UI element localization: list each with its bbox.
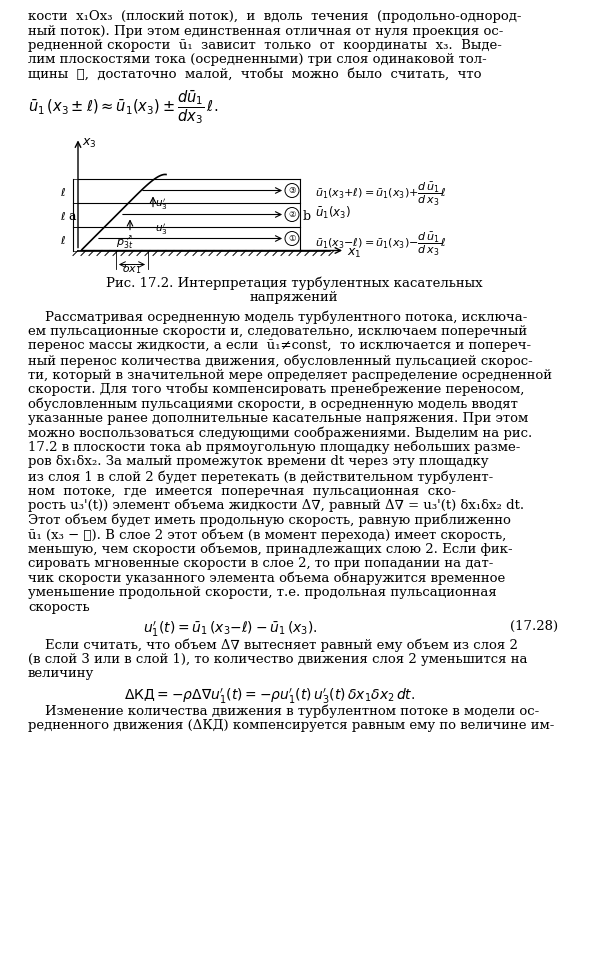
Text: Рис. 17.2. Интерпретация турбулентных касательных: Рис. 17.2. Интерпретация турбулентных ка… — [105, 277, 482, 290]
Circle shape — [285, 184, 299, 198]
Text: ном  потоке,  где  имеется  поперечная  пульсационная  ско-: ном потоке, где имеется поперечная пульс… — [28, 484, 456, 498]
Text: (в слой 3 или в слой 1), то количество движения слоя 2 уменьшится на: (в слой 3 или в слой 1), то количество д… — [28, 653, 528, 666]
Text: $p_{3t}^{\nearrow}$: $p_{3t}^{\nearrow}$ — [116, 234, 133, 251]
Text: ный перенос количества движения, обусловленный пульсацией скорос-: ный перенос количества движения, обуслов… — [28, 354, 532, 367]
Text: Если считать, что объем Δ∇ вытесняет равный ему объем из слоя 2: Если считать, что объем Δ∇ вытесняет рав… — [28, 638, 518, 652]
Text: лим плоскостями тока (осредненными) три слоя одинаковой тол-: лим плоскостями тока (осредненными) три … — [28, 54, 487, 66]
Text: 17.2 в плоскости тока ab прямоугольную площадку небольших разме-: 17.2 в плоскости тока ab прямоугольную п… — [28, 441, 520, 455]
Text: напряжений: напряжений — [250, 291, 338, 305]
Text: щины  ℓ,  достаточно  малой,  чтобы  можно  было  считать,  что: щины ℓ, достаточно малой, чтобы можно бы… — [28, 68, 481, 81]
Text: ти, который в значительной мере определяет распределение осредненной: ти, который в значительной мере определя… — [28, 368, 552, 382]
Text: Изменение количества движения в турбулентном потоке в модели ос-: Изменение количества движения в турбулен… — [28, 704, 540, 718]
Text: указанные ранее дополнительные касательные напряжения. При этом: указанные ранее дополнительные касательн… — [28, 412, 528, 425]
Text: рость u₃'(t)) элемент объема жидкости Δ∇, равный Δ∇ = u₃'(t) δx₁δx₂ dt.: рость u₃'(t)) элемент объема жидкости Δ∇… — [28, 499, 524, 512]
Text: ②: ② — [288, 210, 296, 219]
Text: $x_1$: $x_1$ — [347, 247, 362, 259]
Text: из слоя 1 в слой 2 будет перетекать (в действительном турбулент-: из слоя 1 в слой 2 будет перетекать (в д… — [28, 470, 493, 483]
Text: редненной скорости  ū₁  зависит  только  от  координаты  x₃.  Выде-: редненной скорости ū₁ зависит только от … — [28, 39, 502, 52]
Text: a: a — [68, 210, 75, 224]
Text: меньшую, чем скорости объемов, принадлежащих слою 2. Если фик-: меньшую, чем скорости объемов, принадлеж… — [28, 543, 512, 556]
Text: $\bar{u}_1\,(x_3 \pm \ell) \approx \bar{u}_1(x_3) \pm \dfrac{d\bar{u}_1}{dx_3}\,: $\bar{u}_1\,(x_3 \pm \ell) \approx \bar{… — [28, 88, 218, 127]
Text: $x_3$: $x_3$ — [82, 136, 97, 150]
Text: скорости. Для того чтобы компенсировать пренебрежение переносом,: скорости. Для того чтобы компенсировать … — [28, 383, 524, 397]
Text: ū₁ (x₃ − ℓ). В слое 2 этот объем (в момент перехода) имеет скорость,: ū₁ (x₃ − ℓ). В слое 2 этот объем (в моме… — [28, 528, 507, 541]
Text: $\ell$: $\ell$ — [60, 210, 66, 223]
Text: $\ell$: $\ell$ — [60, 186, 66, 199]
Text: обусловленным пульсациями скорости, в осредненную модель вводят: обусловленным пульсациями скорости, в ос… — [28, 398, 518, 411]
Text: редненного движения (ΔКД) компенсируется равным ему по величине им-: редненного движения (ΔКД) компенсируется… — [28, 719, 554, 732]
Text: $\bar{u}_1(x_3{+}\ell) = \bar{u}_1(x_3){+}\dfrac{d\,\bar{u}_1}{d\,x_3}\ell$: $\bar{u}_1(x_3{+}\ell) = \bar{u}_1(x_3){… — [315, 181, 446, 208]
Text: можно воспользоваться следующими соображениями. Выделим на рис.: можно воспользоваться следующими соображ… — [28, 427, 532, 440]
Text: ①: ① — [288, 234, 296, 243]
Text: скорость: скорость — [28, 601, 90, 613]
Text: перенос массы жидкости, а если  ū₁≠const,  то исключается и попереч-: перенос массы жидкости, а если ū₁≠const,… — [28, 339, 531, 353]
Text: ный поток). При этом единственная отличная от нуля проекция ос-: ный поток). При этом единственная отличн… — [28, 24, 504, 37]
Text: чик скорости указанного элемента объема обнаружится временное: чик скорости указанного элемента объема … — [28, 572, 505, 585]
Text: Рассматривая осредненную модель турбулентного потока, исключа-: Рассматривая осредненную модель турбулен… — [28, 310, 527, 324]
Text: ③: ③ — [288, 186, 296, 195]
Text: $u_3'$: $u_3'$ — [155, 221, 168, 237]
Text: $u_1'(t) = \bar{u}_1\,(x_3{-}\ell)-\bar{u}_1\,(x_3).$: $u_1'(t) = \bar{u}_1\,(x_3{-}\ell)-\bar{… — [143, 620, 317, 639]
Text: b: b — [303, 210, 311, 224]
Circle shape — [285, 208, 299, 221]
Text: сировать мгновенные скорости в слое 2, то при попадании на дат-: сировать мгновенные скорости в слое 2, т… — [28, 557, 494, 570]
Circle shape — [285, 232, 299, 245]
Text: ров δx₁δx₂. За малый промежуток времени dt через эту площадку: ров δx₁δx₂. За малый промежуток времени … — [28, 456, 488, 469]
Text: (17.28): (17.28) — [510, 620, 558, 633]
Text: Этот объем будет иметь продольную скорость, равную приближенно: Этот объем будет иметь продольную скорос… — [28, 513, 511, 527]
Text: $u_3'$: $u_3'$ — [155, 196, 168, 211]
Text: ем пульсационные скорости и, следовательно, исключаем поперечный: ем пульсационные скорости и, следователь… — [28, 325, 527, 338]
Text: $\Delta\text{КД} = {-}\rho\Delta\nabla u_1'(t) = {-}\rho u_1'(t)\,u_3'(t)\,\delt: $\Delta\text{КД} = {-}\rho\Delta\nabla u… — [124, 686, 416, 705]
Text: $\bar{u}_1(x_3)$: $\bar{u}_1(x_3)$ — [315, 205, 351, 221]
Text: уменьшение продольной скорости, т.е. продольная пульсационная: уменьшение продольной скорости, т.е. про… — [28, 586, 497, 599]
Text: $\ell$: $\ell$ — [60, 234, 66, 247]
Text: кости  x₁Ox₃  (плоский поток),  и  вдоль  течения  (продольно-однород-: кости x₁Ox₃ (плоский поток), и вдоль теч… — [28, 10, 521, 23]
Text: $\bar{u}_1(x_3{-}\ell) = \bar{u}_1(x_3){-}\dfrac{d\,\bar{u}_1}{d\,x_3}\ell$: $\bar{u}_1(x_3{-}\ell) = \bar{u}_1(x_3){… — [315, 231, 446, 258]
Text: $\delta x_1$: $\delta x_1$ — [122, 262, 141, 277]
Text: величину: величину — [28, 667, 94, 680]
